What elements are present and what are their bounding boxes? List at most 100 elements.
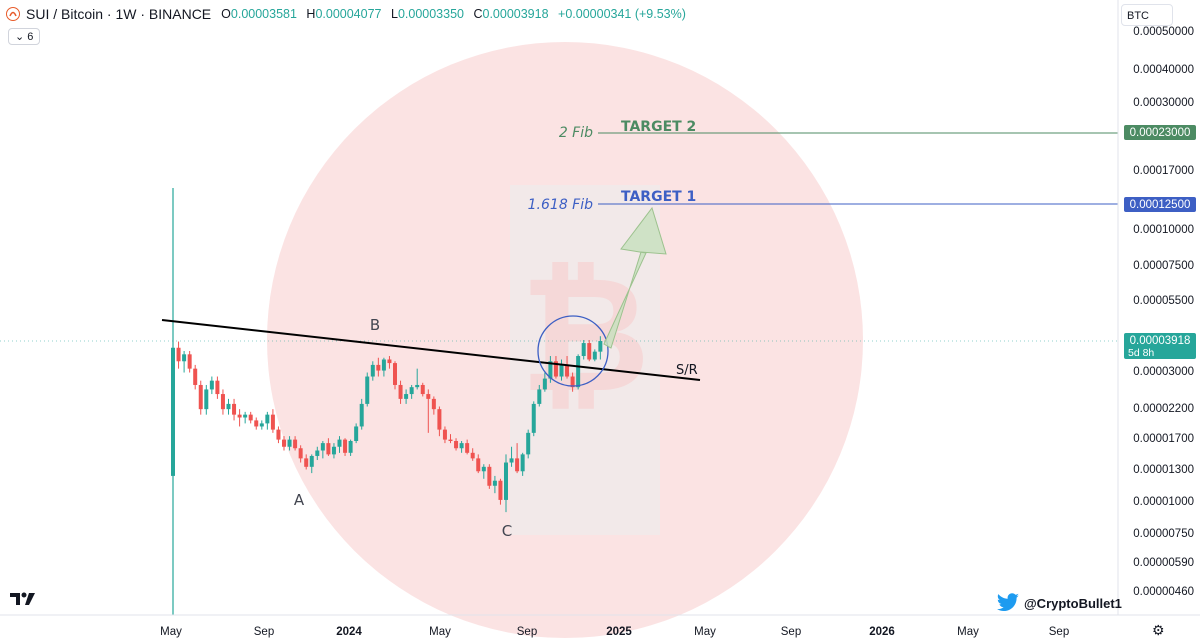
- candle-body: [548, 361, 553, 379]
- candle-body: [409, 387, 414, 395]
- time-tick-label: Sep: [517, 626, 537, 638]
- target-2-label: TARGET 2: [621, 119, 696, 135]
- time-tick-label: 2024: [336, 626, 362, 638]
- price-tick-label: 0.00010000: [1133, 224, 1194, 236]
- target-1-label: TARGET 1: [621, 189, 696, 205]
- candle-body: [354, 426, 359, 441]
- price-label-text: 0.00023000: [1130, 127, 1191, 139]
- candle-body: [193, 368, 198, 385]
- candle-body: [331, 446, 336, 455]
- candle-body: [498, 480, 503, 500]
- tradingview-logo-icon[interactable]: [10, 590, 38, 611]
- candle-body: [581, 343, 586, 357]
- candle-body: [298, 448, 303, 459]
- price-label-box: [1124, 124, 1196, 140]
- breakout-circle[interactable]: [537, 315, 609, 387]
- candle-body: [209, 380, 214, 390]
- time-tick-label: Sep: [781, 626, 801, 638]
- price-tick-label: 0.00000590: [1133, 557, 1194, 569]
- candle-body: [415, 384, 420, 388]
- price-tick-label: 0.00000460: [1133, 586, 1194, 598]
- candle-body: [348, 440, 353, 453]
- candle-body: [553, 361, 558, 377]
- candle-body: [537, 389, 542, 404]
- candle-body: [448, 439, 453, 441]
- candle-body: [243, 414, 248, 418]
- candle-body: [587, 343, 592, 360]
- twitter-icon: [996, 593, 1019, 611]
- candle-body: [259, 423, 264, 427]
- candle-body: [315, 450, 320, 456]
- candle-body: [570, 376, 575, 388]
- chart-header: SUI / Bitcoin · 1W · BINANCE O0.00003581…: [6, 6, 686, 22]
- price-tick-label: 0.00001700: [1133, 433, 1194, 445]
- time-tick-label: May: [957, 626, 979, 638]
- candle-body: [576, 356, 581, 388]
- candle-body: [509, 458, 514, 463]
- candle-body: [487, 466, 492, 486]
- candlestick-series: [171, 336, 603, 513]
- candle-body: [470, 452, 475, 459]
- candle-body: [431, 398, 436, 410]
- candle-body: [282, 439, 286, 447]
- time-axis[interactable]: May Sep 2024 May Sep 2025 May Sep 2026 May Sep: [160, 626, 1069, 638]
- support-resistance-trendline[interactable]: [161, 319, 701, 381]
- currency-selector[interactable]: BTC: [1121, 4, 1173, 26]
- candle-body: [481, 466, 486, 472]
- candle-body: [531, 403, 536, 433]
- candle-body: [270, 414, 275, 430]
- price-label-box: [1124, 333, 1196, 359]
- price-tick-label: 0.00000750: [1133, 528, 1194, 540]
- candle-body: [437, 409, 442, 430]
- price-label-box: [1124, 197, 1196, 212]
- candle-body: [476, 458, 481, 472]
- candle-body: [492, 480, 497, 486]
- time-tick-label: May: [160, 626, 182, 638]
- candle-body: [526, 432, 531, 455]
- candle-body: [465, 443, 470, 453]
- candle-body: [182, 354, 187, 362]
- gear-icon[interactable]: ⚙: [1152, 622, 1165, 638]
- countdown-label: 5d 8h: [1128, 347, 1154, 359]
- price-tick-label: 0.00001000: [1133, 496, 1194, 508]
- candle-body: [565, 364, 570, 377]
- candle-body: [220, 394, 225, 410]
- candle-body: [365, 376, 370, 404]
- candle-body: [370, 364, 375, 377]
- candle-body: [398, 384, 403, 399]
- candle-body: [226, 403, 231, 410]
- candle-body: [426, 394, 431, 399]
- candle-body: [393, 363, 397, 385]
- candle-body: [598, 341, 603, 352]
- price-label-text: 0.00012500: [1130, 199, 1191, 211]
- candle-body: [359, 403, 364, 427]
- candle-body: [309, 455, 314, 467]
- wave-label-c: C: [502, 522, 512, 540]
- candle-body: [454, 440, 459, 449]
- change-value: +0.00000341 (+9.53%): [558, 7, 686, 21]
- candle-body: [559, 364, 564, 377]
- symbol-title[interactable]: SUI / Bitcoin · 1W · BINANCE: [26, 6, 212, 22]
- candle-body: [337, 439, 342, 447]
- candle-body: [376, 364, 381, 371]
- candle-body: [504, 462, 508, 500]
- candle-body: [204, 389, 209, 410]
- candle-body: [276, 429, 281, 440]
- time-tick-label: Sep: [254, 626, 274, 638]
- candle-body: [198, 384, 203, 410]
- candle-body: [304, 458, 309, 467]
- candle-body: [459, 443, 464, 449]
- candle-body: [592, 351, 597, 360]
- candle-body: [265, 414, 270, 424]
- candle-body: [215, 380, 220, 395]
- projection-arrow[interactable]: [603, 206, 667, 349]
- candle-body: [293, 439, 298, 449]
- indicators-toggle-button[interactable]: ⌄ 6: [8, 28, 41, 45]
- candle-body: [232, 403, 237, 415]
- candle-body: [237, 414, 242, 418]
- candle-body: [515, 458, 520, 472]
- wave-label-b: B: [370, 316, 380, 334]
- candle-body: [187, 354, 192, 369]
- price-axis[interactable]: 0.00050000 0.00040000 0.00030000 0.00017000…: [1133, 26, 1194, 598]
